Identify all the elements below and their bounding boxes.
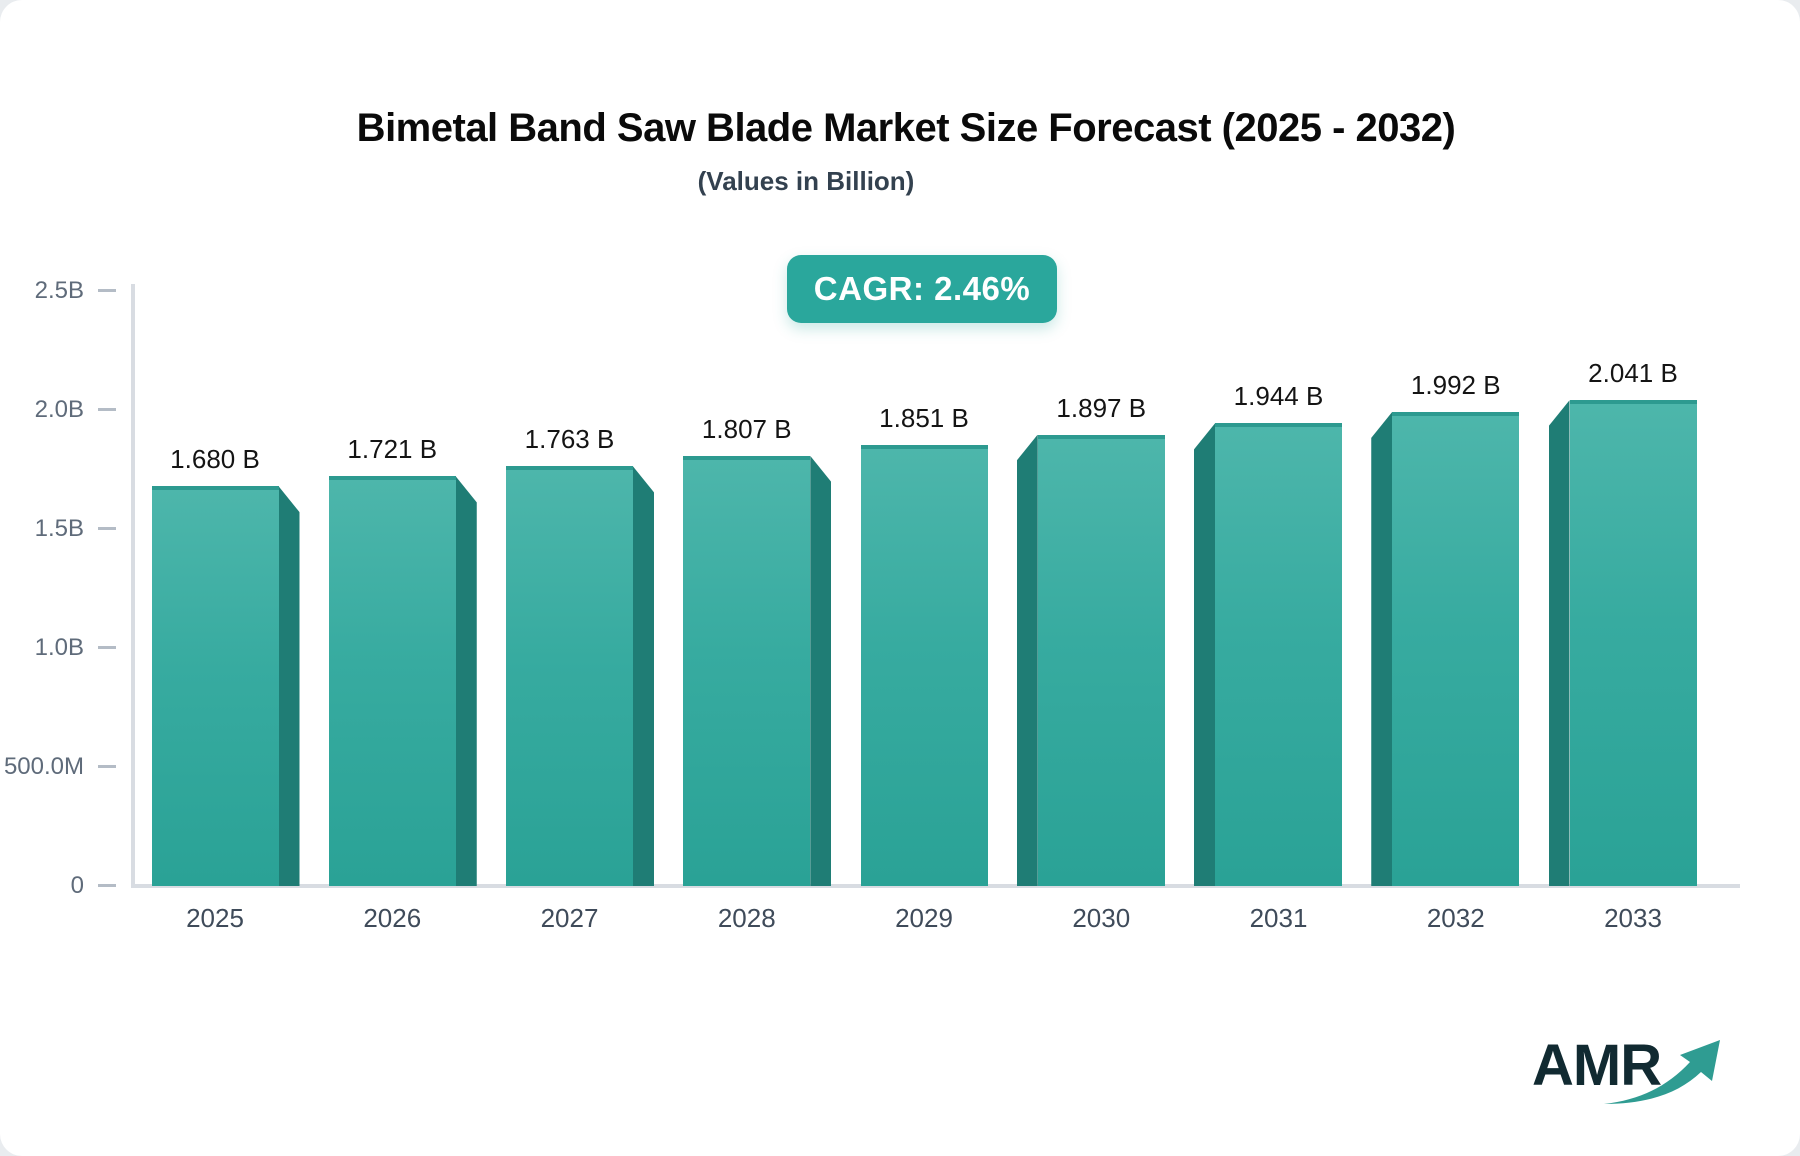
- amr-logo: AMR: [1532, 1032, 1732, 1112]
- y-tick-label: 1.0B: [34, 634, 84, 661]
- amr-logo-arrow-icon: [1604, 1040, 1720, 1104]
- y-tick-dash: [98, 765, 116, 768]
- bar-value-label: 1.680 B: [170, 444, 260, 475]
- x-axis-label: 2026: [363, 903, 422, 933]
- bar-face: [506, 466, 633, 886]
- bar-face: [151, 486, 279, 886]
- x-axis-label: 2025: [186, 903, 244, 933]
- bar-side: [1371, 411, 1393, 886]
- bar-side: [633, 466, 654, 886]
- x-axis-label: 2033: [1604, 903, 1662, 933]
- y-tick-dash: [98, 646, 116, 649]
- x-axis-label: 2029: [895, 903, 953, 933]
- y-tick-dash: [98, 408, 116, 411]
- bar-face: [328, 476, 456, 886]
- x-axis-label: 2032: [1426, 903, 1485, 933]
- bar-side: [1548, 400, 1570, 886]
- x-axis-label: 2030: [1072, 903, 1131, 933]
- cagr-badge: CAGR: 2.46%: [787, 255, 1057, 323]
- y-tick-label: 0: [70, 872, 84, 899]
- bar-face: [1215, 423, 1342, 886]
- cagr-badge-label: CAGR: 2.46%: [813, 270, 1031, 307]
- chart-title: Bimetal Band Saw Blade Market Size Forec…: [356, 106, 1456, 150]
- y-tick-label: 500.0M: [3, 753, 84, 780]
- y-tick-dash: [98, 289, 116, 292]
- y-tick-dash: [98, 527, 116, 530]
- bar-value-label: 1.763 B: [524, 424, 615, 455]
- chart-subtitle: (Values in Billion): [697, 166, 915, 196]
- y-tick-dash: [98, 884, 116, 887]
- bar-face: [1392, 411, 1520, 886]
- bar-face: [683, 455, 811, 886]
- bar-side: [278, 486, 300, 886]
- y-tick-label: 2.5B: [34, 277, 84, 304]
- bar-value-label: 1.992 B: [1410, 369, 1501, 400]
- bar-face: [1569, 400, 1697, 886]
- bar-value-label: 2.041 B: [1588, 358, 1678, 389]
- bar-face: [860, 445, 988, 886]
- bar-value-label: 1.851 B: [879, 403, 969, 434]
- bar-value-label: 1.807 B: [701, 413, 792, 444]
- bar-side: [1194, 423, 1215, 886]
- bar-value-label: 1.721 B: [347, 434, 438, 465]
- bar-side: [455, 476, 477, 886]
- amr-logo-text: AMR: [1532, 1033, 1662, 1098]
- y-tick-label: 2.0B: [34, 396, 84, 423]
- x-axis-line: [131, 884, 1740, 888]
- bar-value-label: 1.897 B: [1056, 392, 1147, 423]
- x-axis-label: 2027: [540, 903, 599, 933]
- y-tick-label: 1.5B: [34, 515, 84, 542]
- x-axis-label: 2031: [1249, 903, 1308, 933]
- y-axis-line: [131, 284, 135, 888]
- bar-value-label: 1.944 B: [1233, 381, 1324, 412]
- bar-side: [1016, 434, 1038, 886]
- bar-face: [1037, 434, 1165, 886]
- x-axis-label: 2028: [717, 903, 776, 933]
- bar-side: [810, 455, 832, 886]
